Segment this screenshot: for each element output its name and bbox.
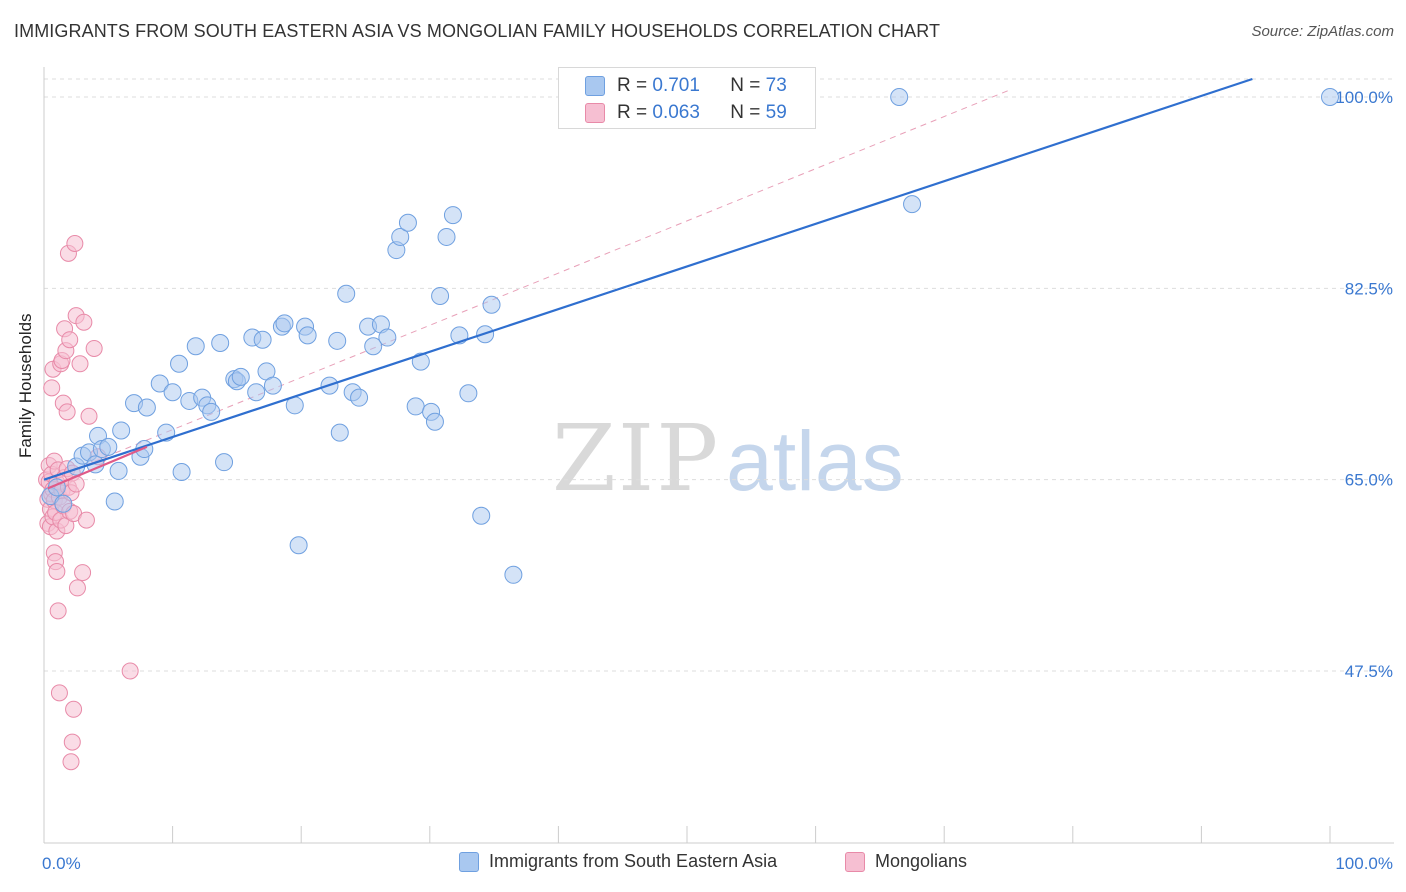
point-immigrants bbox=[328, 331, 347, 350]
point-immigrants bbox=[330, 423, 349, 442]
reference-trend-line bbox=[43, 89, 1009, 483]
series-legend: Immigrants from South Eastern Asia Mongo… bbox=[0, 851, 1406, 879]
point-mongolians bbox=[68, 579, 86, 597]
legend-item-immigrants[interactable]: Immigrants from South Eastern Asia bbox=[459, 851, 777, 872]
point-immigrants bbox=[504, 565, 523, 584]
point-immigrants bbox=[211, 334, 230, 352]
point-immigrants bbox=[263, 376, 282, 395]
legend-swatch-mongolians bbox=[845, 851, 865, 872]
correlation-legend: R = 0.701 N = 73 R = 0.063 N = 59 bbox=[558, 67, 816, 129]
point-immigrants bbox=[443, 206, 462, 225]
point-immigrants bbox=[231, 367, 250, 386]
watermark: ZIPatlas bbox=[552, 405, 904, 512]
point-immigrants bbox=[482, 295, 501, 314]
legend-swatch-blue bbox=[585, 76, 605, 96]
point-immigrants bbox=[54, 494, 73, 513]
legend-n-label: N = bbox=[730, 75, 761, 96]
x-tick-label: 0.0% bbox=[42, 854, 81, 873]
point-mongolians bbox=[65, 700, 83, 718]
point-immigrants bbox=[170, 354, 189, 373]
point-immigrants bbox=[247, 383, 266, 402]
point-mongolians bbox=[58, 403, 76, 421]
legend-r-value: 0.701 bbox=[652, 75, 700, 96]
point-immigrants bbox=[903, 195, 922, 214]
point-mongolians bbox=[61, 331, 79, 349]
point-mongolians bbox=[63, 733, 81, 751]
watermark-zip: ZIP bbox=[552, 405, 721, 512]
y-tick-label: 82.5% bbox=[1345, 279, 1393, 298]
trend-line-mongolians bbox=[47, 445, 148, 490]
legend-n-value: 59 bbox=[765, 102, 787, 123]
point-immigrants bbox=[890, 88, 909, 106]
point-immigrants bbox=[275, 314, 294, 333]
point-mongolians bbox=[77, 511, 95, 529]
point-immigrants bbox=[472, 506, 491, 525]
point-mongolians bbox=[48, 563, 66, 581]
point-immigrants bbox=[298, 326, 317, 345]
legend-r-value: 0.063 bbox=[652, 102, 700, 123]
point-immigrants bbox=[350, 388, 369, 407]
legend-item-mongolians[interactable]: Mongolians bbox=[845, 851, 967, 872]
point-immigrants bbox=[202, 402, 221, 421]
watermark-atlas: atlas bbox=[726, 414, 904, 508]
x-tick-label: 100.0% bbox=[1335, 854, 1393, 873]
point-immigrants bbox=[337, 284, 356, 303]
point-immigrants bbox=[105, 492, 124, 511]
point-mongolians bbox=[75, 313, 93, 331]
y-tick-label: 100.0% bbox=[1335, 88, 1393, 107]
point-mongolians bbox=[80, 407, 98, 425]
legend-row-blue: R = 0.701 N = 73 bbox=[585, 73, 787, 99]
point-mongolians bbox=[43, 379, 61, 397]
trend-line-immigrants bbox=[43, 77, 1253, 481]
point-immigrants bbox=[411, 352, 430, 371]
y-axis-label: Family Households bbox=[16, 313, 35, 458]
legend-swatch-pink bbox=[585, 103, 605, 123]
point-immigrants bbox=[150, 374, 169, 393]
point-immigrants bbox=[391, 227, 410, 246]
legend-r-label: R = bbox=[617, 75, 648, 96]
point-immigrants bbox=[289, 536, 308, 555]
point-immigrants bbox=[172, 463, 191, 482]
point-mongolians bbox=[49, 602, 67, 620]
point-immigrants bbox=[186, 337, 205, 356]
y-tick-label: 47.5% bbox=[1345, 662, 1393, 681]
legend-n-label: N = bbox=[730, 102, 761, 123]
point-immigrants bbox=[99, 437, 118, 456]
point-immigrants bbox=[459, 384, 478, 403]
legend-row-pink: R = 0.063 N = 59 bbox=[585, 100, 787, 126]
point-immigrants bbox=[431, 286, 450, 305]
point-mongolians bbox=[71, 355, 89, 373]
point-immigrants bbox=[437, 227, 456, 246]
point-immigrants bbox=[215, 453, 234, 472]
legend-label-immigrants: Immigrants from South Eastern Asia bbox=[489, 851, 778, 871]
point-immigrants bbox=[364, 337, 383, 356]
legend-n-value: 73 bbox=[765, 75, 787, 96]
point-immigrants bbox=[253, 330, 272, 349]
legend-swatch-immigrants bbox=[459, 851, 479, 872]
point-mongolians bbox=[62, 753, 80, 771]
point-mongolians bbox=[121, 662, 139, 680]
point-mongolians bbox=[66, 235, 84, 253]
point-immigrants bbox=[1321, 88, 1339, 106]
point-immigrants bbox=[378, 328, 397, 347]
point-immigrants bbox=[406, 397, 425, 416]
point-mongolians bbox=[50, 684, 68, 702]
point-immigrants bbox=[425, 412, 444, 431]
point-mongolians bbox=[74, 564, 92, 582]
source-credit: Source: ZipAtlas.com bbox=[1251, 23, 1394, 40]
point-immigrants bbox=[109, 461, 128, 480]
point-immigrants bbox=[163, 383, 182, 402]
point-mongolians bbox=[85, 339, 103, 357]
point-immigrants bbox=[137, 398, 156, 417]
point-immigrants bbox=[112, 421, 131, 440]
point-immigrants bbox=[398, 213, 417, 232]
legend-r-label: R = bbox=[617, 102, 648, 123]
chart-title: IMMIGRANTS FROM SOUTH EASTERN ASIA VS MO… bbox=[14, 21, 941, 41]
legend-label-mongolians: Mongolians bbox=[875, 851, 968, 871]
y-tick-label: 65.0% bbox=[1345, 471, 1393, 490]
